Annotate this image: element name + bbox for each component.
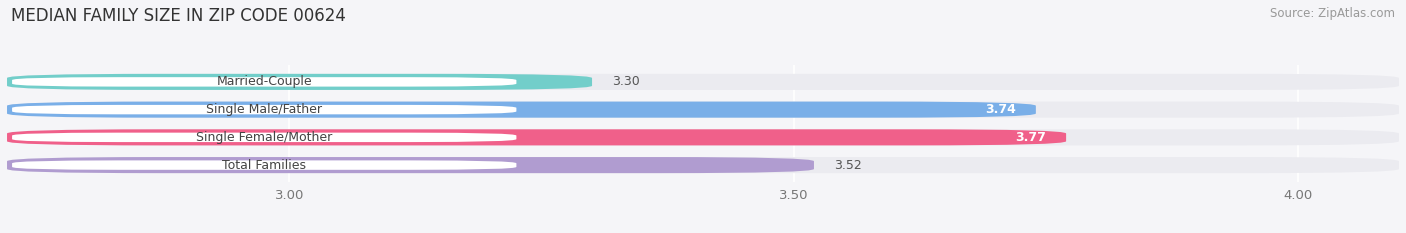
Text: Married-Couple: Married-Couple [217, 75, 312, 88]
Text: Single Female/Mother: Single Female/Mother [195, 131, 332, 144]
FancyBboxPatch shape [13, 105, 516, 114]
Text: Total Families: Total Families [222, 159, 307, 171]
FancyBboxPatch shape [7, 102, 1036, 118]
FancyBboxPatch shape [13, 133, 516, 142]
FancyBboxPatch shape [7, 74, 592, 90]
Text: 3.30: 3.30 [612, 75, 640, 88]
FancyBboxPatch shape [7, 129, 1399, 145]
FancyBboxPatch shape [7, 102, 1399, 118]
FancyBboxPatch shape [13, 160, 516, 170]
FancyBboxPatch shape [7, 74, 1399, 90]
FancyBboxPatch shape [13, 77, 516, 87]
Text: Source: ZipAtlas.com: Source: ZipAtlas.com [1270, 7, 1395, 20]
Text: 3.74: 3.74 [984, 103, 1015, 116]
Text: 3.77: 3.77 [1015, 131, 1046, 144]
Text: Single Male/Father: Single Male/Father [207, 103, 322, 116]
FancyBboxPatch shape [7, 157, 814, 173]
Text: 3.52: 3.52 [834, 159, 862, 171]
Text: MEDIAN FAMILY SIZE IN ZIP CODE 00624: MEDIAN FAMILY SIZE IN ZIP CODE 00624 [11, 7, 346, 25]
FancyBboxPatch shape [7, 157, 1399, 173]
FancyBboxPatch shape [7, 129, 1066, 145]
